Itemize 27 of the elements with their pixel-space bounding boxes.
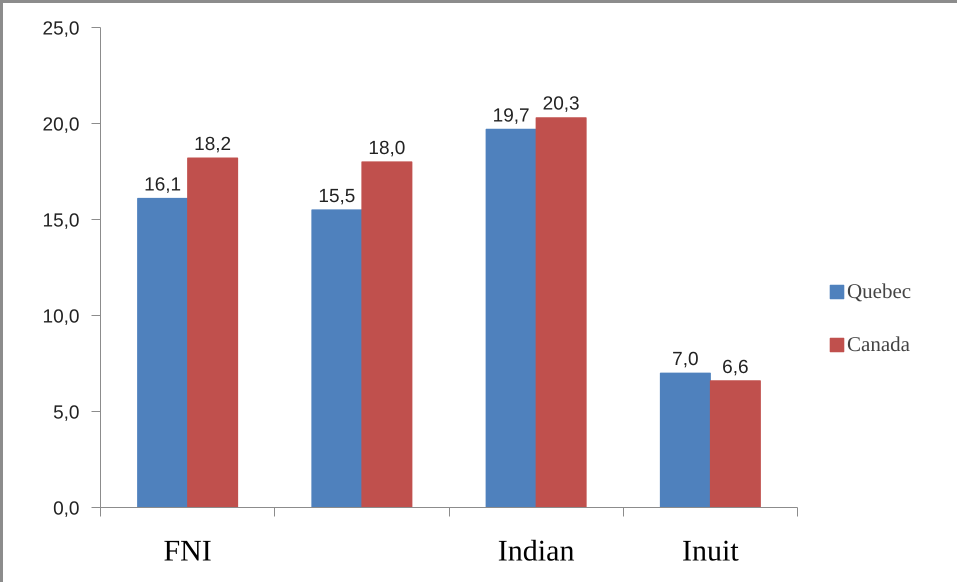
bar [660, 372, 711, 508]
y-tick-label: 25,0 [42, 18, 80, 40]
bar [710, 380, 761, 508]
legend-label: Canada [847, 332, 910, 357]
data-label: 20,3 [542, 94, 580, 115]
x-tick-label: Indian [498, 534, 574, 568]
legend-label: Quebec [847, 279, 912, 304]
data-label: 19,7 [492, 105, 530, 126]
bar [137, 198, 188, 508]
x-tick-label: FNI [163, 534, 212, 568]
x-tick-label: Inuit [682, 534, 740, 568]
data-label: 6,6 [722, 356, 749, 378]
data-label: 16,1 [144, 174, 182, 196]
y-tick-label: 5,0 [53, 402, 80, 424]
data-label: 15,5 [318, 186, 356, 207]
y-tick-label: 10,0 [42, 306, 80, 328]
y-tick-label: 15,0 [42, 210, 80, 232]
data-label: 7,0 [672, 349, 699, 370]
bar [486, 128, 537, 508]
data-label: 18,2 [194, 134, 232, 156]
bar [187, 158, 238, 508]
bar [361, 161, 412, 508]
data-label: 18,0 [368, 138, 406, 159]
y-tick-label: 0,0 [53, 498, 80, 520]
bar [311, 209, 362, 508]
bar [536, 117, 587, 508]
y-tick-label: 20,0 [42, 114, 80, 136]
